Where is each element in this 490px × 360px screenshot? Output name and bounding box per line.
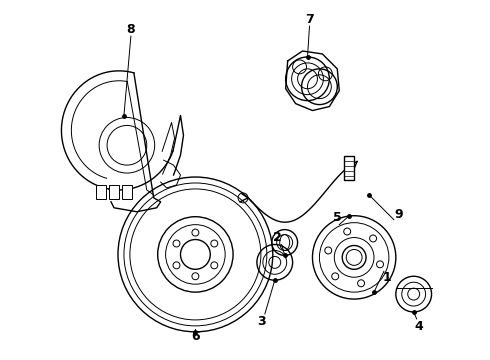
Text: 2: 2 <box>273 231 282 244</box>
Text: 3: 3 <box>258 315 266 328</box>
Text: 1: 1 <box>383 271 392 284</box>
Bar <box>109 185 119 199</box>
Bar <box>96 185 106 199</box>
Text: 9: 9 <box>394 208 403 221</box>
Text: 6: 6 <box>191 330 200 343</box>
Text: 8: 8 <box>126 23 135 36</box>
Bar <box>344 156 354 180</box>
Text: 7: 7 <box>305 13 314 26</box>
Text: 4: 4 <box>414 320 423 333</box>
Bar <box>122 185 132 199</box>
Text: 5: 5 <box>333 211 342 224</box>
